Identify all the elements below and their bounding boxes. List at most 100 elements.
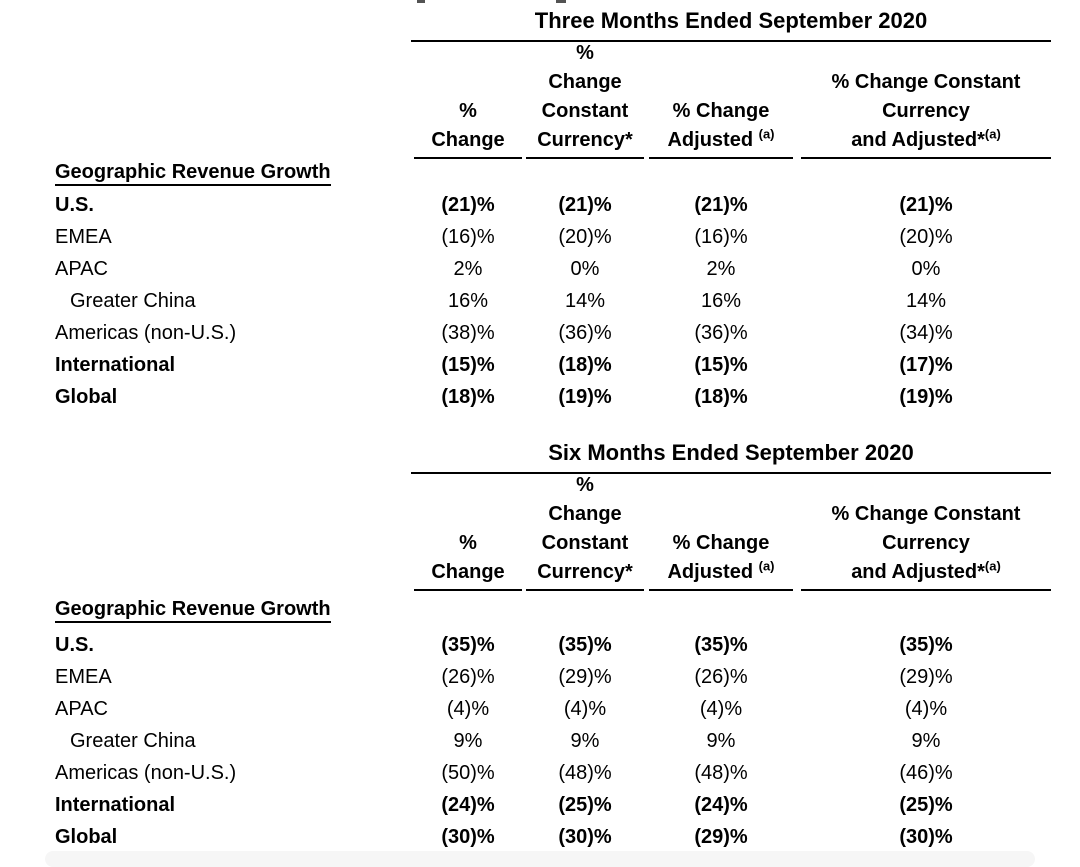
row-label: U.S. [55,194,94,216]
cell-value: (24)% [694,794,748,816]
cell-value: (30)% [899,826,953,848]
cell-value: (25)% [558,794,612,816]
header-line: % Change [672,532,770,554]
table-row: EMEA (26)% (29)% (26)% (29)% [0,661,1080,693]
cell-value: 9% [570,730,600,752]
row-label: EMEA [55,226,112,248]
cell-value: (26)% [694,666,748,688]
column-header-pct-change-constant-currency: % Change Constant Currency* [526,42,644,159]
cell-value: (29)% [899,666,953,688]
table-row: Greater China 16% 14% 16% 14% [0,285,1080,317]
row-label: Americas (non-U.S.) [55,322,237,344]
header-line: % Change Constant [831,503,1021,525]
cell-value: 9% [453,730,483,752]
cell-value: (18)% [441,386,495,408]
cell-value: 16% [447,290,489,312]
cell-value: (46)% [899,762,953,784]
header-line: Constant [541,532,629,554]
column-header-pct-change: % Change [414,474,522,591]
cell-value: 16% [700,290,742,312]
header-line: Currency [882,100,970,122]
table-body: U.S. (35)% (35)% (35)% (35)% EMEA (26)% … [0,629,1080,853]
header-line: % [459,100,477,122]
header-line: % [576,474,594,496]
footnote-marker: (a) [984,126,1001,142]
table-row: U.S. (21)% (21)% (21)% (21)% [0,189,1080,221]
cell-value: 0% [911,258,941,280]
cropped-glyph-artifact [556,0,566,3]
cell-value: (16)% [694,226,748,248]
footnote-marker: (a) [984,558,1001,574]
cell-value: (4)% [446,698,490,720]
cell-value: (19)% [558,386,612,408]
cell-value: (4)% [563,698,607,720]
cell-value: (48)% [558,762,612,784]
cell-value: (48)% [694,762,748,784]
table-row: Greater China 9% 9% 9% 9% [0,725,1080,757]
header-line: Currency* [537,129,633,151]
cell-value: 14% [905,290,947,312]
header-line: Constant [541,100,629,122]
cell-value: (34)% [899,322,953,344]
header-line: % [576,42,594,64]
table-row: Americas (non-U.S.) (38)% (36)% (36)% (3… [0,317,1080,349]
row-label: APAC [55,258,108,280]
row-label: Americas (non-U.S.) [55,762,237,784]
table-row: International (24)% (25)% (24)% (25)% [0,789,1080,821]
header-line: and Adjusted*(a) [801,558,1051,587]
cell-value: (21)% [558,194,612,216]
cell-value: (38)% [441,322,495,344]
header-line: Currency* [537,561,633,583]
column-header-pct-change-adjusted: % Change Adjusted (a) [649,474,793,591]
cell-value: (4)% [699,698,743,720]
header-line: Change [548,71,622,93]
cell-value: (20)% [558,226,612,248]
cell-value: (29)% [694,826,748,848]
table-title: Six Months Ended September 2020 [411,441,1051,474]
cell-value: (36)% [694,322,748,344]
header-line: % Change [672,100,770,122]
table-row: APAC 2% 0% 2% 0% [0,253,1080,285]
column-header-pct-change-cc-adjusted: % Change Constant Currency and Adjusted*… [801,474,1051,591]
cell-value: (15)% [441,354,495,376]
cell-value: (21)% [899,194,953,216]
cell-value: (18)% [694,386,748,408]
section-label: Geographic Revenue Growth [55,162,331,186]
table-row: International (15)% (18)% (15)% (17)% [0,349,1080,381]
cell-value: (15)% [694,354,748,376]
table-row: APAC (4)% (4)% (4)% (4)% [0,693,1080,725]
header-text: Adjusted [667,561,759,583]
row-label: EMEA [55,666,112,688]
header-line: Currency [882,532,970,554]
table-title: Three Months Ended September 2020 [411,9,1051,42]
table-row: Global (30)% (30)% (29)% (30)% [0,821,1080,853]
bottom-highlight-bar [45,851,1035,867]
header-line: Change [431,561,505,583]
header-text: Adjusted [667,129,759,151]
table-row: EMEA (16)% (20)% (16)% (20)% [0,221,1080,253]
cell-value: (35)% [899,634,953,656]
cell-value: (24)% [441,794,495,816]
row-label: International [55,354,176,376]
cell-value: (26)% [441,666,495,688]
header-text: and Adjusted* [851,561,985,583]
cell-value: (30)% [558,826,612,848]
cell-value: 9% [911,730,941,752]
cell-value: (19)% [899,386,953,408]
cell-value: (16)% [441,226,495,248]
header-line: % Change Constant [831,71,1021,93]
section-label: Geographic Revenue Growth [55,599,331,623]
cell-value: (29)% [558,666,612,688]
cropped-glyph-artifact [417,0,425,3]
row-label: Greater China [70,290,196,312]
table-row: Global (18)% (19)% (18)% (19)% [0,381,1080,413]
row-label: Global [55,826,118,848]
footnote-marker: (a) [758,558,775,574]
row-label: International [55,794,176,816]
header-line: % [459,532,477,554]
header-line: Adjusted (a) [649,126,793,155]
table-row: U.S. (35)% (35)% (35)% (35)% [0,629,1080,661]
row-label: Greater China [70,730,196,752]
cell-value: (17)% [899,354,953,376]
